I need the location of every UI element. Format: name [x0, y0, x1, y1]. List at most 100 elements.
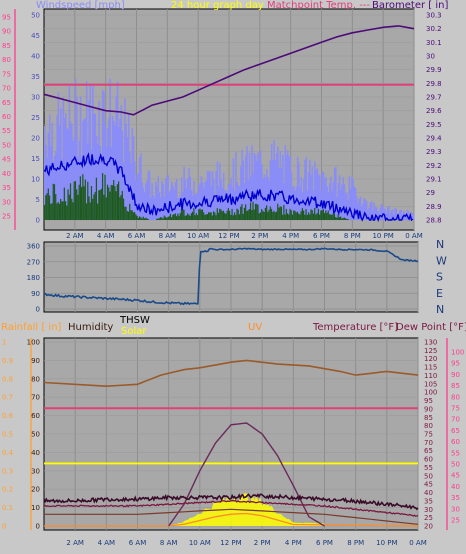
windspeed-inner-tick-label: 45	[31, 32, 40, 40]
wind-gust-bar	[248, 209, 251, 220]
wind-gust-bar	[258, 213, 261, 220]
wind-gust-bar	[237, 209, 240, 220]
windspeed-tick-label: 90	[2, 28, 11, 36]
dewpoint-header: Dew Point [°F]	[396, 322, 466, 333]
wind-speed-bar	[94, 113, 97, 220]
top-panel: Windspeed [mph] 24 hour graph day Matchp…	[2, 0, 448, 240]
wind-gust-bar	[184, 215, 187, 220]
wind-speed-bar	[73, 137, 76, 220]
windspeed-tick-label: 85	[2, 42, 11, 50]
wind-speed-bar	[106, 128, 109, 220]
barometer-tick-label: 29.4	[426, 135, 442, 143]
wind-gust-bar	[110, 184, 113, 220]
wind-speed-bar	[386, 207, 389, 220]
wind-speed-bar	[189, 176, 192, 220]
thsw-arc	[168, 422, 325, 527]
wind-gust-bar	[192, 211, 194, 220]
wind-gust-bar	[62, 201, 65, 220]
wind-gust-bar	[99, 189, 102, 220]
wind-gust-bar	[296, 211, 299, 220]
humidity-line	[43, 359, 419, 388]
wind-gust-bar	[175, 216, 178, 220]
wind-speed-bar	[391, 209, 394, 220]
wind-speed-bar	[199, 183, 201, 220]
wind-gust-bar	[132, 212, 135, 220]
barometer-tick-label: 30.1	[426, 39, 442, 47]
barometer-tick-label: 29.5	[426, 121, 442, 129]
temperature-tick-label: 115	[424, 364, 437, 372]
wind-gust-bar	[283, 204, 285, 220]
windspeed-axis: 25 30 35 40 45 50 55 60 65 70 75 80 85 90 95	[2, 9, 16, 230]
wind-gust-bar	[183, 209, 185, 220]
bottom-panel: Rainfall [ in] Humidity THSW Solar UV Te…	[1, 315, 466, 547]
wind-speed-bar	[193, 181, 195, 220]
bottom-x-axis: 2 AM 4 AM 6 AM 8 AM 10 AM 12 PM 2 PM 4 PM 6 PM 8 …	[66, 539, 426, 547]
humidity-tick-label: 0	[36, 523, 40, 531]
wind-speed-bar	[377, 210, 379, 220]
wind-speed-bar	[326, 186, 328, 220]
wind-gust-bar	[161, 217, 163, 220]
wind-speed-bar	[187, 178, 189, 220]
temperature-tick-label: 125	[424, 347, 437, 355]
wind-speed-bar	[46, 157, 48, 220]
dewpoint-tick-label: 40	[451, 483, 460, 491]
wind-speed-bar	[50, 146, 52, 220]
wind-gust-bar	[171, 217, 173, 220]
wind-gust-bar	[245, 204, 247, 220]
wind-gust-bar	[236, 208, 238, 220]
wind-gust-bar	[143, 218, 146, 220]
wind-speed-bar	[138, 157, 141, 220]
wind-gust-bar	[344, 218, 347, 220]
wind-speed-bar	[332, 181, 335, 220]
wind-speed-bar	[312, 190, 315, 220]
wind-speed-bar	[68, 86, 71, 220]
windspeed-inner-tick-label: 20	[31, 135, 40, 143]
wind-speed-bar	[72, 140, 74, 220]
wind-gust-bar	[300, 211, 303, 220]
wind-speed-bar	[108, 117, 110, 220]
wind-speed-bar	[69, 121, 72, 220]
windspeed-tick-label: 95	[2, 14, 11, 22]
wind-speed-bar	[311, 166, 314, 220]
wind-gust-bar	[187, 213, 189, 220]
top-x-tick-label: 6 AM	[128, 232, 146, 240]
bottom-x-tick-label: 6 AM	[129, 539, 147, 547]
wind-gust-bar	[337, 214, 340, 220]
temperature-tick-label: 30	[424, 506, 433, 514]
wind-gust-bar	[174, 213, 177, 220]
top-x-tick-label: 0 AM	[405, 232, 423, 240]
wind-speed-bar	[151, 182, 153, 220]
wind-speed-bar	[178, 197, 180, 220]
wind-speed-bar	[235, 151, 237, 220]
wind-gust-bar	[332, 213, 335, 220]
wind-gust-bar	[190, 213, 193, 220]
wind-speed-bar	[259, 149, 262, 220]
wind-gust-bar	[89, 202, 92, 220]
wind-speed-bar	[61, 159, 63, 220]
wind-speed-bar	[190, 189, 193, 220]
bottom-series-lines	[43, 359, 419, 527]
wind-gust-bar	[122, 198, 125, 220]
wind-speed-bar	[45, 145, 47, 220]
wind-gust-bar	[261, 209, 263, 220]
wind-speed-bar	[346, 193, 348, 220]
wind-speed-bar	[206, 170, 209, 220]
wind-speed-bar	[62, 97, 65, 220]
wind-gust-bar	[109, 191, 111, 220]
wind-speed-bar	[272, 160, 274, 220]
dewpoint-tick-label: 60	[451, 438, 460, 446]
temperature-tick-label: 20	[424, 523, 433, 531]
wind-speed-bar	[285, 154, 288, 220]
wind-gust-bar	[327, 210, 330, 220]
wind-speed-bar	[359, 196, 362, 220]
wind-gust-bar	[196, 215, 199, 220]
wind-gust-bar	[210, 212, 213, 220]
wind-gust-bar	[319, 214, 321, 220]
direction-tick-label: 90	[31, 290, 40, 298]
bottom-x-tick-label: 6 PM	[316, 539, 333, 547]
humidity-tick-label: 40	[31, 449, 40, 457]
wind-gust-bar	[55, 194, 57, 220]
wind-gust-bar	[314, 207, 316, 220]
wind-gust-bar	[131, 210, 134, 220]
wind-gust-bar	[97, 203, 99, 220]
